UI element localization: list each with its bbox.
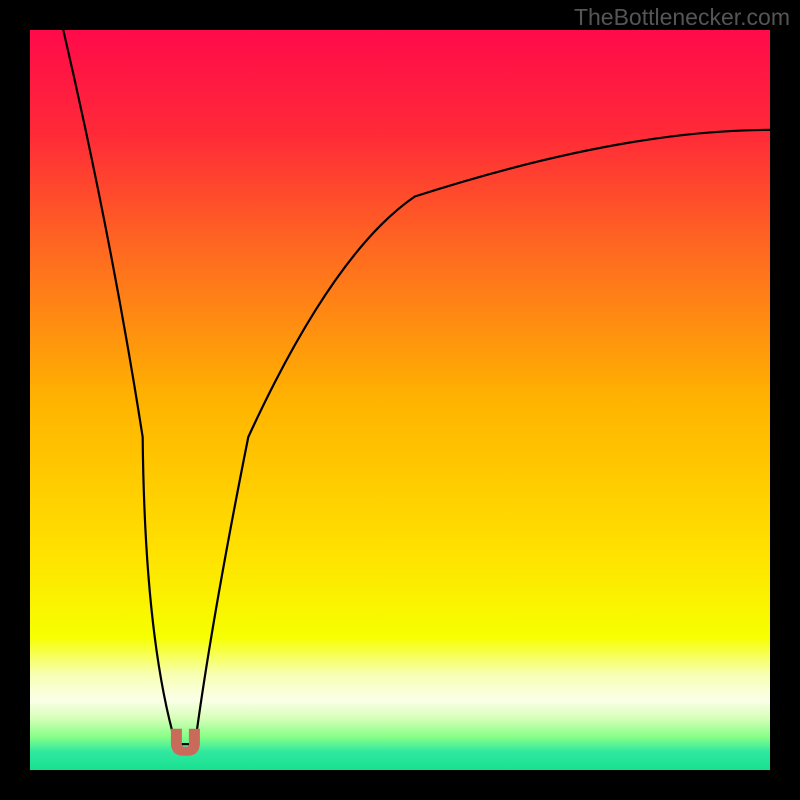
bottleneck-chart [0, 0, 800, 800]
chart-container: TheBottlenecker.com [0, 0, 800, 800]
plot-background [30, 30, 770, 770]
watermark-text: TheBottlenecker.com [574, 4, 790, 31]
